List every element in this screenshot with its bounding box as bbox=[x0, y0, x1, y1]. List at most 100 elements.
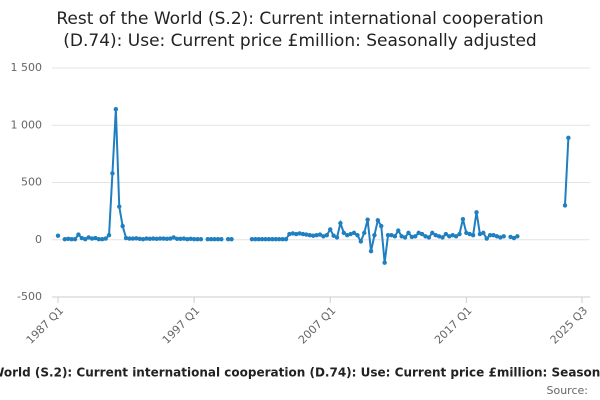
data-point bbox=[317, 232, 323, 237]
data-point bbox=[430, 230, 435, 236]
data-point bbox=[191, 236, 197, 242]
data-point bbox=[229, 236, 234, 242]
data-point bbox=[440, 235, 445, 240]
data-point bbox=[348, 231, 353, 237]
data-point bbox=[453, 234, 459, 239]
data-point bbox=[256, 236, 261, 242]
data-point bbox=[62, 236, 68, 242]
data-point bbox=[433, 232, 438, 238]
chart-title: (D.74): Use: Current price £million: Sea… bbox=[63, 31, 536, 51]
data-point bbox=[351, 230, 357, 236]
data-point bbox=[215, 236, 221, 242]
data-point bbox=[460, 216, 466, 222]
data-point bbox=[72, 236, 78, 242]
data-point bbox=[270, 236, 275, 242]
data-point bbox=[263, 236, 268, 242]
data-point bbox=[392, 234, 398, 239]
data-point bbox=[181, 236, 187, 241]
data-point bbox=[426, 235, 432, 240]
data-point bbox=[144, 236, 149, 241]
data-point bbox=[103, 236, 108, 241]
data-point bbox=[511, 235, 517, 241]
x-tick-label: 2025 Q3 bbox=[548, 304, 591, 347]
data-point bbox=[120, 223, 125, 229]
chart-title: Rest of the World (S.2): Current interna… bbox=[56, 9, 543, 29]
data-point bbox=[130, 236, 136, 241]
data-point bbox=[208, 236, 214, 242]
data-point bbox=[123, 235, 129, 241]
data-point bbox=[188, 236, 193, 242]
data-point bbox=[83, 236, 88, 242]
data-point bbox=[293, 231, 299, 237]
data-point bbox=[140, 236, 146, 242]
data-point bbox=[113, 107, 119, 112]
data-point bbox=[273, 236, 278, 242]
data-point bbox=[157, 236, 163, 241]
data-point bbox=[55, 233, 61, 238]
data-point bbox=[470, 232, 476, 238]
data-point bbox=[372, 232, 377, 238]
data-point bbox=[515, 234, 520, 239]
y-tick-label: 0 bbox=[35, 233, 42, 246]
data-point bbox=[494, 234, 500, 239]
data-point bbox=[334, 235, 340, 240]
data-point bbox=[96, 236, 102, 242]
data-point bbox=[154, 236, 159, 242]
data-point bbox=[324, 232, 330, 238]
data-point bbox=[168, 236, 173, 241]
data-point bbox=[195, 236, 200, 242]
y-tick-label: 500 bbox=[21, 176, 42, 189]
data-point bbox=[66, 236, 71, 242]
data-point bbox=[151, 236, 156, 241]
data-point bbox=[385, 232, 391, 238]
data-point bbox=[174, 236, 180, 242]
data-point bbox=[375, 218, 381, 223]
data-point bbox=[447, 234, 452, 239]
data-point bbox=[487, 232, 493, 238]
data-point bbox=[283, 236, 289, 242]
data-point bbox=[498, 235, 503, 240]
data-point bbox=[307, 232, 312, 238]
data-point bbox=[562, 203, 568, 208]
data-point bbox=[259, 236, 265, 242]
data-point bbox=[450, 232, 455, 238]
data-point bbox=[76, 232, 81, 237]
data-point bbox=[287, 231, 292, 237]
data-point bbox=[134, 236, 139, 241]
data-point bbox=[225, 236, 231, 242]
data-point bbox=[321, 234, 326, 239]
data-point bbox=[212, 236, 217, 242]
data-point bbox=[436, 234, 442, 239]
data-point bbox=[402, 235, 408, 240]
data-point bbox=[368, 249, 374, 254]
data-point bbox=[310, 233, 316, 238]
data-point bbox=[110, 171, 115, 176]
data-point bbox=[362, 230, 367, 236]
data-point bbox=[137, 236, 142, 242]
x-tick-label: 1997 Q1 bbox=[160, 304, 203, 347]
data-point bbox=[566, 135, 571, 141]
data-point bbox=[280, 236, 285, 242]
data-point bbox=[464, 230, 469, 236]
x-axis-label: Rest of the World (S.2): Current interna… bbox=[0, 366, 600, 380]
data-point bbox=[290, 231, 295, 236]
data-point bbox=[409, 234, 415, 240]
data-point bbox=[331, 233, 336, 238]
data-point bbox=[413, 234, 418, 239]
x-tick-label: 2007 Q1 bbox=[296, 304, 339, 347]
data-point bbox=[443, 231, 449, 237]
data-point bbox=[399, 234, 404, 239]
data-point bbox=[89, 236, 95, 241]
data-point bbox=[198, 236, 204, 242]
data-point bbox=[86, 235, 91, 240]
data-point bbox=[358, 239, 364, 244]
y-tick-label: 1 500 bbox=[11, 61, 43, 74]
data-point bbox=[508, 234, 513, 240]
source: Source: bbox=[547, 384, 589, 397]
x-tick-label: 1987 Q1 bbox=[24, 304, 67, 347]
data-point bbox=[379, 223, 384, 229]
data-point bbox=[389, 232, 394, 238]
data-point bbox=[79, 235, 85, 241]
